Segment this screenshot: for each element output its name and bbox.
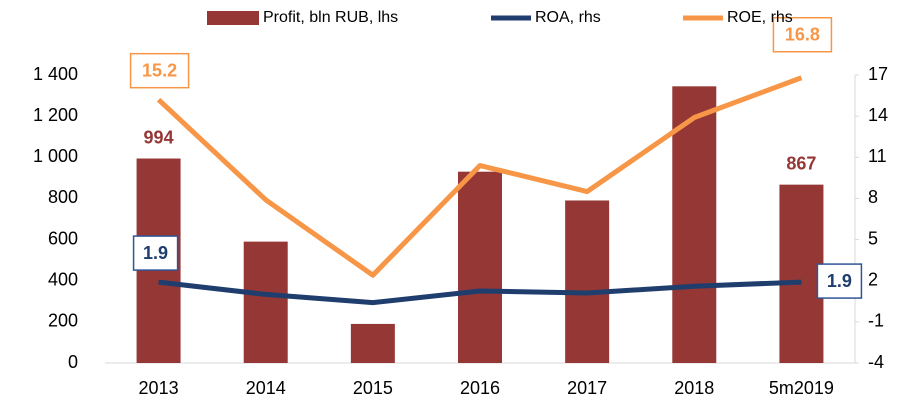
data-label: 15.2: [142, 60, 177, 80]
y2-tick-label: 8: [868, 187, 878, 207]
bar: [779, 184, 824, 363]
y-tick-label: 800: [48, 187, 78, 207]
x-tick-label: 2014: [246, 378, 286, 398]
y-tick-label: 0: [68, 352, 78, 372]
y2-tick-label: -1: [868, 311, 884, 331]
y2-tick-label: 17: [868, 64, 888, 84]
line: [156, 75, 803, 278]
line: [158, 279, 802, 306]
data-label: 994: [144, 127, 174, 147]
bar: [243, 241, 288, 363]
data-label: 1.9: [827, 271, 852, 291]
y2-tick-label: 2: [868, 269, 878, 289]
y2-tick-label: 5: [868, 228, 878, 248]
data-label-box: [816, 263, 863, 299]
y-tick-label: 1 400: [33, 64, 78, 84]
data-label-box: [129, 52, 190, 89]
x-tick-label: 2017: [567, 378, 607, 398]
legend-label: ROA, rhs: [535, 9, 601, 26]
x-tick-label: 2016: [460, 378, 500, 398]
x-tick-label: 2015: [353, 378, 393, 398]
y-tick-label: 400: [48, 269, 78, 289]
bar: [565, 200, 610, 363]
data-label: 867: [786, 153, 816, 173]
data-label-box: [132, 235, 179, 271]
x-tick-label: 2018: [674, 378, 714, 398]
bar: [350, 323, 395, 363]
bar: [672, 86, 717, 364]
x-tick-label: 5m2019: [769, 378, 834, 398]
legend-label: Profit, bln RUB, lhs: [263, 9, 398, 26]
y-tick-label: 600: [48, 228, 78, 248]
y2-tick-label: 14: [868, 105, 888, 125]
y2-tick-label: 11: [868, 146, 887, 166]
y-tick-label: 200: [48, 311, 78, 331]
y-tick-label: 1 000: [33, 146, 78, 166]
y2-tick-label: -4: [868, 352, 884, 372]
data-label: 16.8: [785, 24, 820, 44]
legend-swatch: [207, 11, 259, 25]
legend-label: ROE, rhs: [727, 9, 793, 26]
data-label-box: [772, 16, 833, 53]
y-tick-label: 1 200: [33, 105, 78, 125]
data-label: 1.9: [143, 243, 168, 263]
x-tick-label: 2013: [139, 378, 179, 398]
bar: [458, 171, 502, 363]
